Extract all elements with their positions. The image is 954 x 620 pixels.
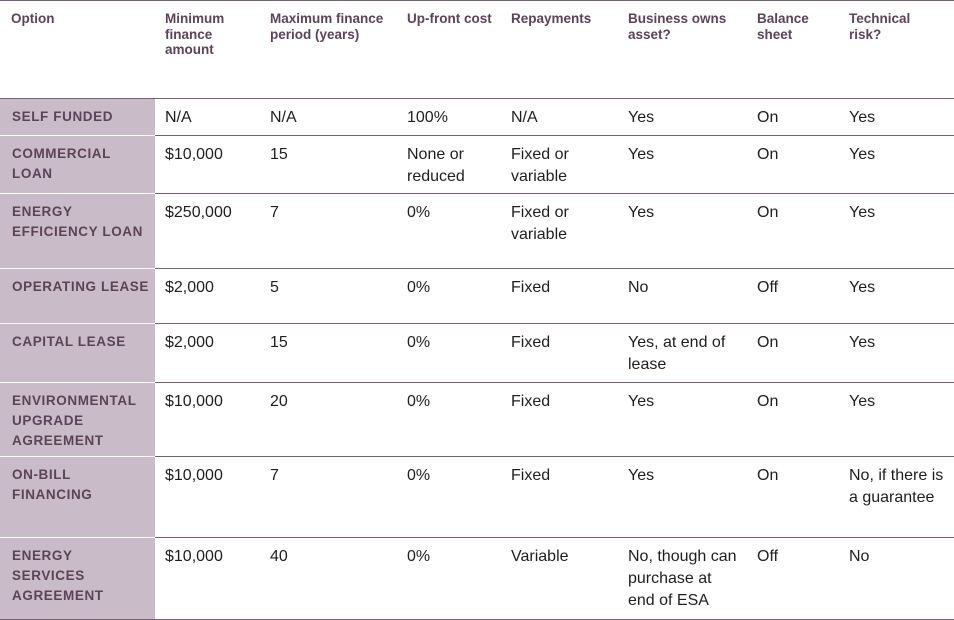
maximum-period-cell: N/A xyxy=(260,98,397,136)
minimum-amount-cell: $10,000 xyxy=(155,135,260,194)
up-front-cost-cell: 0% xyxy=(397,268,501,324)
repayments-cell: Fixed xyxy=(501,456,618,538)
maximum-period-cell: 20 xyxy=(260,382,397,457)
header-up-front-cost: Up-front cost xyxy=(397,0,501,99)
table-row: COMMERCIAL LOAN $10,000 15 None or reduc… xyxy=(0,135,954,194)
table-row: ON-BILL FINANCING $10,000 7 0% Fixed Yes… xyxy=(0,456,954,538)
balance-sheet-cell: On xyxy=(747,193,839,269)
up-front-cost-cell: 0% xyxy=(397,382,501,457)
table-row: ENVIRONMENTAL UPGRADE AGREEMENT $10,000 … xyxy=(0,382,954,457)
minimum-amount-cell: $2,000 xyxy=(155,323,260,383)
balance-sheet-cell: On xyxy=(747,135,839,194)
header-option: Option xyxy=(0,0,155,99)
maximum-period-cell: 5 xyxy=(260,268,397,324)
owns-asset-cell: Yes xyxy=(618,456,747,538)
option-cell: ENERGY EFFICIENCY LOAN xyxy=(0,193,155,269)
balance-sheet-cell: On xyxy=(747,456,839,538)
header-balance-sheet: Balance sheet xyxy=(747,0,839,99)
repayments-cell: Fixed xyxy=(501,323,618,383)
option-cell: COMMERCIAL LOAN xyxy=(0,135,155,194)
up-front-cost-cell: 0% xyxy=(397,323,501,383)
repayments-cell: Fixed xyxy=(501,382,618,457)
owns-asset-cell: Yes xyxy=(618,382,747,457)
balance-sheet-cell: On xyxy=(747,382,839,457)
option-cell: ENERGY SERVICES AGREEMENT xyxy=(0,537,155,620)
table-row: ENERGY EFFICIENCY LOAN $250,000 7 0% Fix… xyxy=(0,193,954,269)
up-front-cost-cell: 0% xyxy=(397,456,501,538)
repayments-cell: Fixed or variable xyxy=(501,193,618,269)
repayments-cell: Variable xyxy=(501,537,618,620)
up-front-cost-cell: None or reduced xyxy=(397,135,501,194)
maximum-period-cell: 7 xyxy=(260,456,397,538)
table-row: OPERATING LEASE $2,000 5 0% Fixed No Off… xyxy=(0,268,954,324)
technical-risk-cell: Yes xyxy=(839,323,954,383)
owns-asset-cell: Yes, at end of lease xyxy=(618,323,747,383)
repayments-cell: N/A xyxy=(501,98,618,136)
header-minimum-finance-amount: Minimum finance amount xyxy=(155,0,260,99)
minimum-amount-cell: $10,000 xyxy=(155,456,260,538)
option-cell: OPERATING LEASE xyxy=(0,268,155,324)
minimum-amount-cell: $10,000 xyxy=(155,382,260,457)
option-cell: SELF FUNDED xyxy=(0,98,155,136)
technical-risk-cell: Yes xyxy=(839,98,954,136)
technical-risk-cell: Yes xyxy=(839,135,954,194)
repayments-cell: Fixed or variable xyxy=(501,135,618,194)
up-front-cost-cell: 0% xyxy=(397,537,501,620)
repayments-cell: Fixed xyxy=(501,268,618,324)
minimum-amount-cell: $250,000 xyxy=(155,193,260,269)
technical-risk-cell: No, if there is a guarantee xyxy=(839,456,954,538)
balance-sheet-cell: On xyxy=(747,323,839,383)
owns-asset-cell: Yes xyxy=(618,193,747,269)
header-technical-risk: Technical risk? xyxy=(839,0,954,99)
owns-asset-cell: Yes xyxy=(618,135,747,194)
owns-asset-cell: Yes xyxy=(618,98,747,136)
header-business-owns-asset: Business owns asset? xyxy=(618,0,747,99)
minimum-amount-cell: N/A xyxy=(155,98,260,136)
owns-asset-cell: No, though can purchase at end of ESA xyxy=(618,537,747,620)
option-cell: ENVIRONMENTAL UPGRADE AGREEMENT xyxy=(0,382,155,457)
technical-risk-cell: Yes xyxy=(839,268,954,324)
up-front-cost-cell: 0% xyxy=(397,193,501,269)
option-cell: ON-BILL FINANCING xyxy=(0,456,155,538)
balance-sheet-cell: Off xyxy=(747,268,839,324)
maximum-period-cell: 40 xyxy=(260,537,397,620)
up-front-cost-cell: 100% xyxy=(397,98,501,136)
table-row: SELF FUNDED N/A N/A 100% N/A Yes On Yes xyxy=(0,98,954,136)
maximum-period-cell: 7 xyxy=(260,193,397,269)
balance-sheet-cell: On xyxy=(747,98,839,136)
minimum-amount-cell: $2,000 xyxy=(155,268,260,324)
option-cell: CAPITAL LEASE xyxy=(0,323,155,383)
technical-risk-cell: Yes xyxy=(839,193,954,269)
maximum-period-cell: 15 xyxy=(260,135,397,194)
header-repayments: Repayments xyxy=(501,0,618,99)
technical-risk-cell: Yes xyxy=(839,382,954,457)
technical-risk-cell: No xyxy=(839,537,954,620)
header-maximum-finance-period: Maximum finance period (years) xyxy=(260,0,397,99)
minimum-amount-cell: $10,000 xyxy=(155,537,260,620)
balance-sheet-cell: Off xyxy=(747,537,839,620)
table-row: ENERGY SERVICES AGREEMENT $10,000 40 0% … xyxy=(0,537,954,620)
owns-asset-cell: No xyxy=(618,268,747,324)
maximum-period-cell: 15 xyxy=(260,323,397,383)
table-row: CAPITAL LEASE $2,000 15 0% Fixed Yes, at… xyxy=(0,323,954,383)
table-header-row: Option Minimum finance amount Maximum fi… xyxy=(0,0,954,99)
